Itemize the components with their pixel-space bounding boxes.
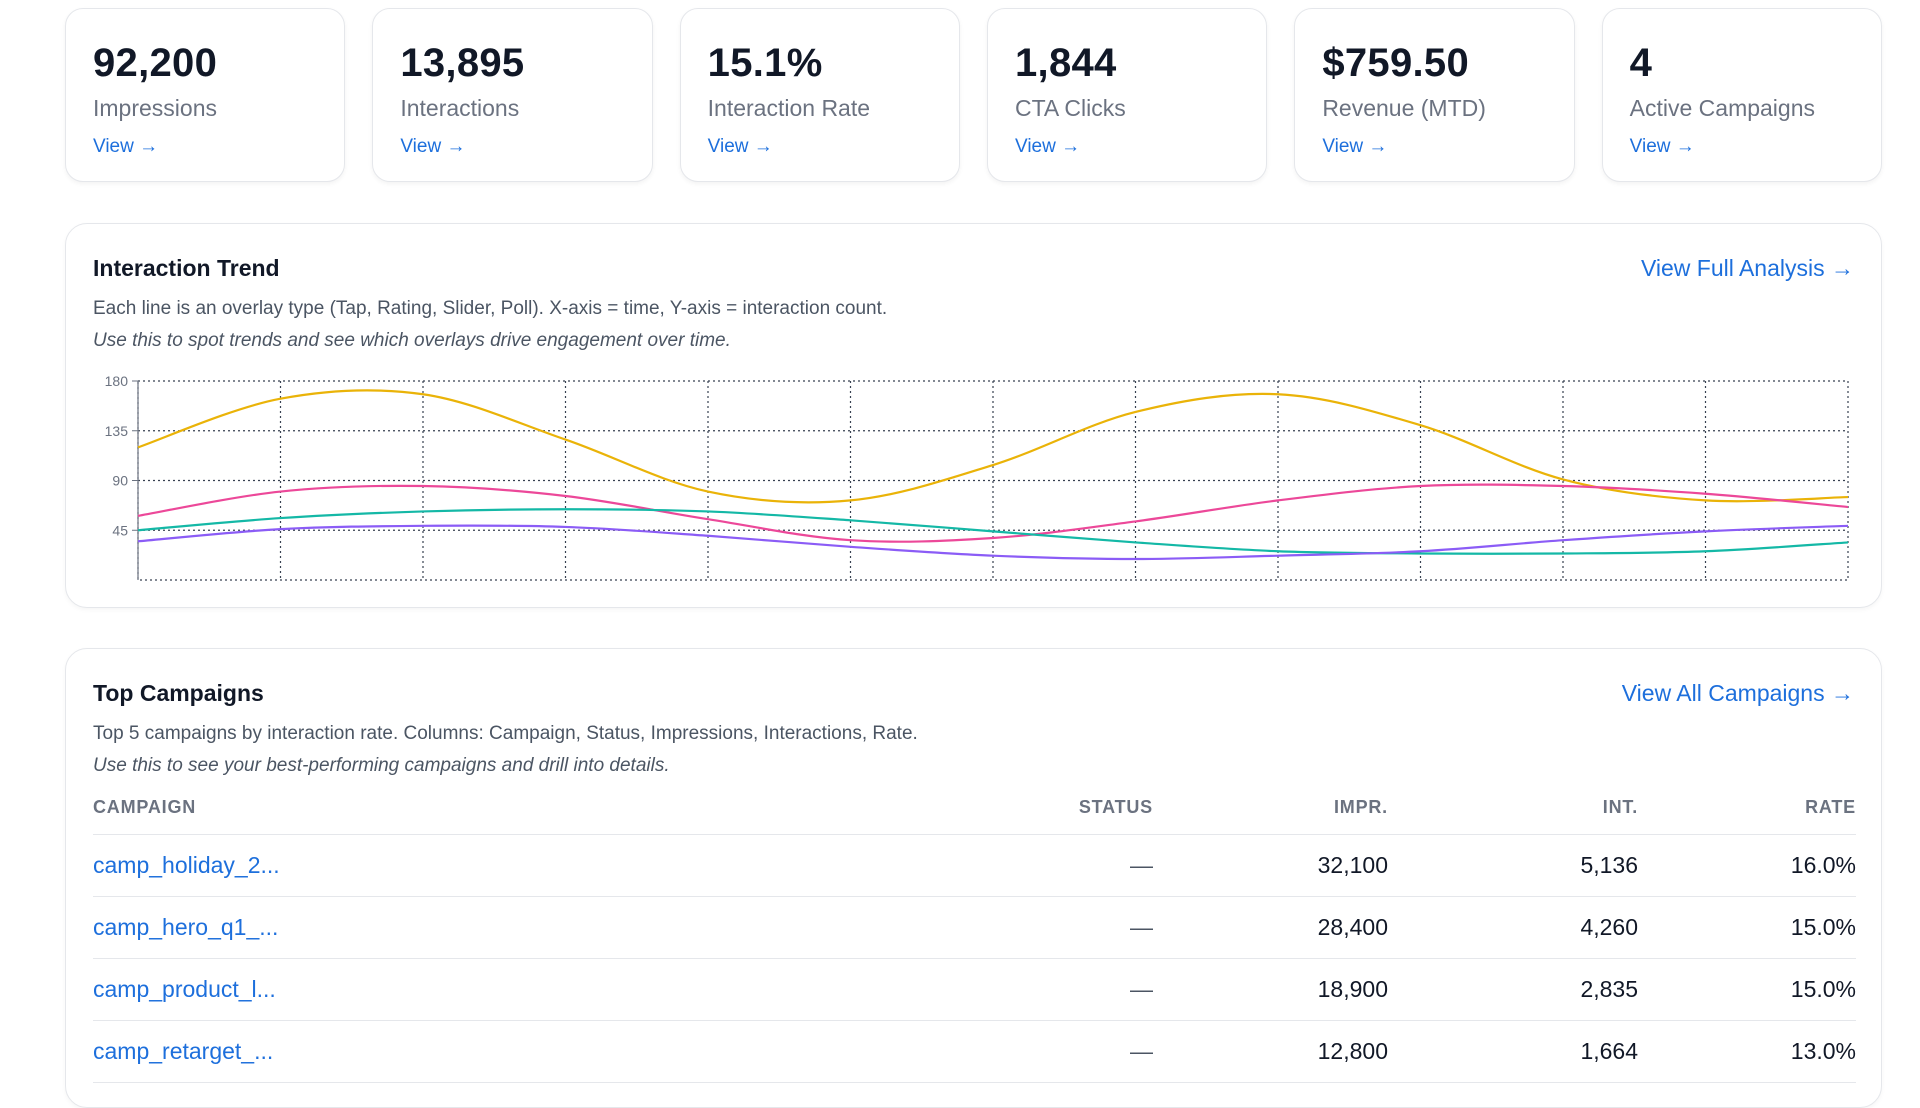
kpi-view-link[interactable]: View → [1014, 136, 1081, 157]
campaign-link[interactable]: camp_holiday_2... [93, 852, 280, 878]
kpi-label: Active Campaigns [1629, 95, 1815, 121]
card-title: Interaction Trend [93, 255, 280, 281]
kpi-value: 1,844 [1014, 41, 1117, 85]
y-tick-label: 90 [112, 473, 128, 489]
kpi-view-link[interactable]: View → [400, 136, 466, 157]
kpi-card-revenue: $759.50 Revenue (MTD) View → [1294, 8, 1575, 182]
campaigns-table: CAMPAIGN STATUS IMPR. INT. RATE camp_hol… [93, 797, 1856, 1083]
impressions-cell: 12,800 [1153, 1020, 1388, 1083]
interaction-trend-chart: 45 90 135 180 [105, 373, 1849, 581]
interaction-trend-card: Interaction Trend View Full Analysis → E… [65, 223, 1882, 608]
kpi-value: 4 [1629, 41, 1653, 85]
kpi-value: 13,895 [400, 41, 525, 85]
interactions-cell: 5,136 [1388, 834, 1638, 897]
campaign-name-cell: camp_holiday_2... [93, 834, 993, 897]
interactions-cell: 4,260 [1388, 896, 1638, 959]
kpi-value: 92,200 [93, 41, 218, 85]
campaign-name-cell: camp_retarget_... [93, 1020, 993, 1083]
status-cell: — [993, 1020, 1153, 1083]
impressions-cell: 28,400 [1153, 896, 1388, 959]
card-hint: Use this to see your best-performing cam… [93, 755, 670, 776]
campaign-link[interactable]: camp_retarget_... [93, 1038, 274, 1064]
campaign-name-cell: camp_product_l... [93, 958, 993, 1021]
column-header-impressions[interactable]: IMPR. [1153, 797, 1388, 835]
kpi-card-impressions: 92,200 Impressions View → [65, 8, 346, 182]
card-description: Each line is an overlay type (Tap, Ratin… [93, 298, 888, 319]
kpi-view-link[interactable]: View → [1322, 136, 1388, 157]
column-header-rate[interactable]: RATE [1638, 797, 1856, 835]
kpi-card-cta-clicks: 1,844 CTA Clicks View → [986, 8, 1268, 182]
campaign-name-cell: camp_hero_q1_... [93, 896, 993, 959]
kpi-view-link[interactable]: View → [93, 136, 159, 157]
campaign-link[interactable]: camp_product_l... [93, 976, 276, 1002]
kpi-label: Interactions [400, 95, 520, 121]
kpi-view-link[interactable]: View → [1629, 136, 1695, 157]
interactions-cell: 2,835 [1388, 958, 1638, 1021]
column-header-interactions[interactable]: INT. [1388, 797, 1638, 835]
card-hint: Use this to spot trends and see which ov… [93, 330, 731, 351]
kpi-card-interaction-rate: 15.1% Interaction Rate View → [679, 8, 960, 182]
kpi-card-active-campaigns: 4 Active Campaigns View → [1601, 8, 1882, 182]
status-cell: — [993, 896, 1153, 959]
kpi-label: Revenue (MTD) [1322, 95, 1486, 121]
kpi-card-interactions: 13,895 Interactions View → [372, 8, 653, 182]
impressions-cell: 18,900 [1153, 958, 1388, 1021]
column-header-status[interactable]: STATUS [993, 797, 1153, 835]
view-full-analysis-link[interactable]: View Full Analysis → [1640, 255, 1854, 281]
rate-cell: 15.0% [1638, 896, 1856, 959]
view-all-campaigns-link[interactable]: View All Campaigns → [1621, 680, 1854, 706]
kpi-value: $759.50 [1322, 41, 1470, 85]
column-header-campaign[interactable]: CAMPAIGN [93, 797, 993, 835]
rate-cell: 13.0% [1638, 1020, 1856, 1083]
status-cell: — [993, 958, 1153, 1021]
kpi-label: CTA Clicks [1014, 95, 1126, 121]
interactions-cell: 1,664 [1388, 1020, 1638, 1083]
y-tick-label: 180 [105, 373, 129, 389]
rate-cell: 15.0% [1638, 958, 1856, 1021]
table-header-row: CAMPAIGN STATUS IMPR. INT. RATE [93, 797, 1856, 835]
series-line [137, 483, 1849, 543]
y-tick-label: 135 [105, 423, 129, 439]
table-row[interactable]: camp_holiday_2... — 32,100 5,136 16.0% [93, 834, 1856, 897]
impressions-cell: 32,100 [1153, 834, 1388, 897]
series-line [137, 508, 1849, 555]
card-description: Top 5 campaigns by interaction rate. Col… [93, 723, 918, 744]
top-campaigns-card: Top Campaigns View All Campaigns → Top 5… [65, 648, 1882, 1108]
series-line [137, 524, 1849, 561]
kpi-label: Impressions [93, 95, 217, 121]
kpi-label: Interaction Rate [707, 95, 871, 121]
y-tick-label: 45 [112, 522, 128, 538]
campaign-link[interactable]: camp_hero_q1_... [93, 914, 279, 940]
rate-cell: 16.0% [1638, 834, 1856, 897]
kpi-view-link[interactable]: View → [707, 136, 773, 157]
series-line [137, 389, 1849, 504]
table-row[interactable]: camp_retarget_... — 12,800 1,664 13.0% [93, 1020, 1856, 1083]
table-row[interactable]: camp_hero_q1_... — 28,400 4,260 15.0% [93, 896, 1856, 959]
status-cell: — [993, 834, 1153, 897]
kpi-value: 15.1% [707, 41, 823, 85]
kpi-row: 92,200 Impressions View → 13,895 Interac… [65, 8, 1882, 182]
card-title: Top Campaigns [93, 680, 264, 706]
table-row[interactable]: camp_product_l... — 18,900 2,835 15.0% [93, 958, 1856, 1021]
